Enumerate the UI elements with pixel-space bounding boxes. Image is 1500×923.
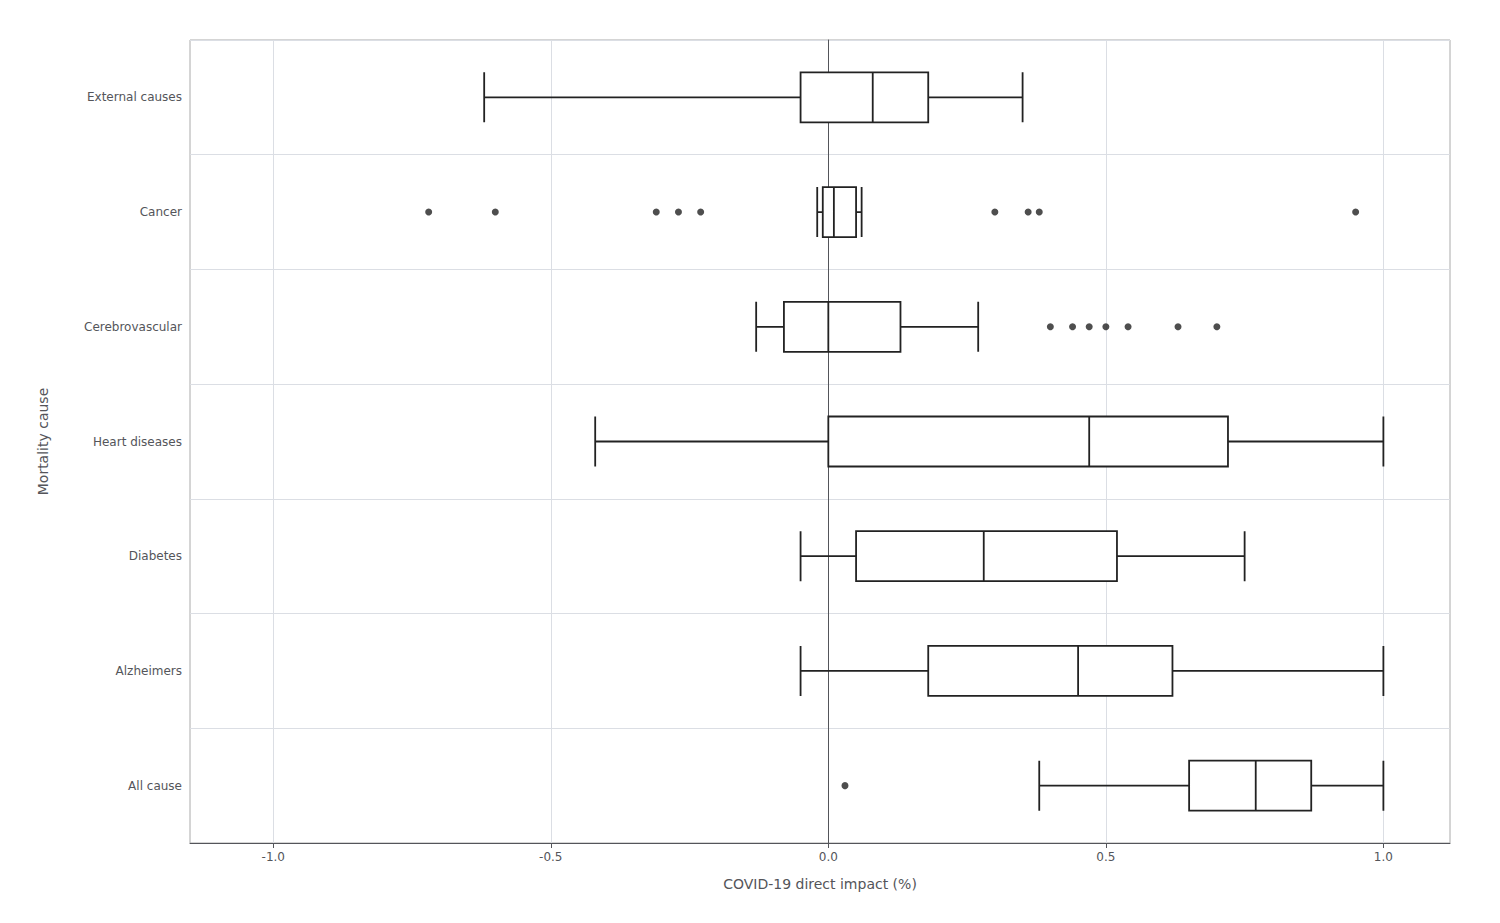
svg-text:-0.5: -0.5 — [539, 850, 562, 864]
svg-text:Diabetes: Diabetes — [129, 549, 182, 563]
svg-text:All cause: All cause — [128, 779, 182, 793]
svg-text:0.0: 0.0 — [819, 850, 838, 864]
svg-text:Heart diseases: Heart diseases — [93, 435, 182, 449]
svg-text:Cancer: Cancer — [140, 205, 182, 219]
svg-text:Mortality cause: Mortality cause — [35, 388, 51, 496]
svg-text:COVID-19 direct impact (%): COVID-19 direct impact (%) — [723, 876, 917, 892]
svg-text:External causes: External causes — [87, 90, 182, 104]
svg-text:0.5: 0.5 — [1096, 850, 1115, 864]
svg-text:1.0: 1.0 — [1374, 850, 1393, 864]
svg-text:Cerebrovascular: Cerebrovascular — [84, 320, 182, 334]
svg-text:-1.0: -1.0 — [262, 850, 285, 864]
svg-text:Alzheimers: Alzheimers — [116, 664, 182, 678]
